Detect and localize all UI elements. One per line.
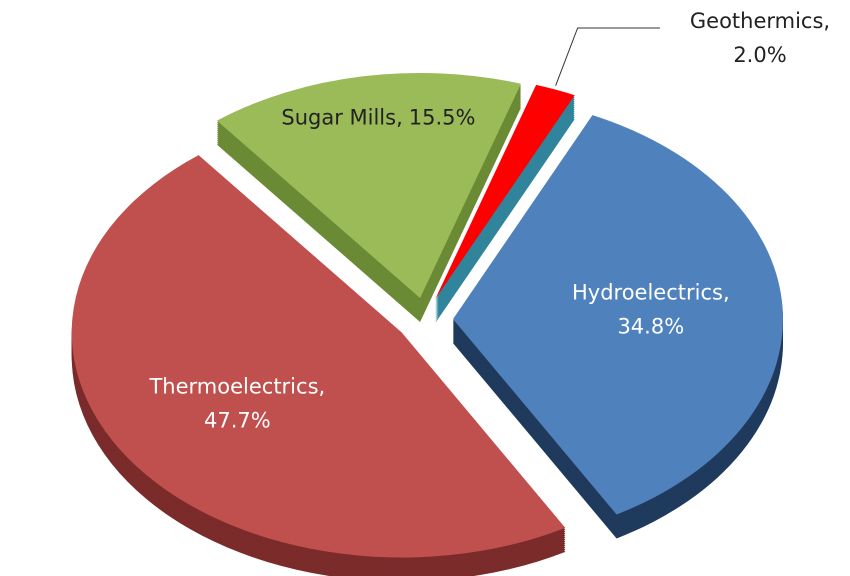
data-label: Thermoelectrics, 47.7% xyxy=(148,375,325,433)
slice xyxy=(435,84,575,300)
slice xyxy=(71,155,566,558)
slice xyxy=(452,115,783,515)
value-label: 2.0% xyxy=(733,43,786,67)
category-label: Thermoelectrics, xyxy=(148,375,325,399)
value-label: 15.5% xyxy=(409,105,476,129)
leader-line xyxy=(555,27,660,86)
category-label: Sugar Mills, xyxy=(281,105,402,129)
value-label: 34.8% xyxy=(617,315,684,339)
category-label: Hydroelectrics, xyxy=(572,281,730,305)
data-label: Geothermics, 2.0% xyxy=(690,9,830,67)
category-label: Geothermics, xyxy=(690,9,830,33)
slice xyxy=(216,72,521,298)
data-label: Sugar Mills, 15.5% xyxy=(281,105,475,129)
data-label: Hydroelectrics, 34.8% xyxy=(572,281,730,339)
value-label: 47.7% xyxy=(204,409,271,433)
